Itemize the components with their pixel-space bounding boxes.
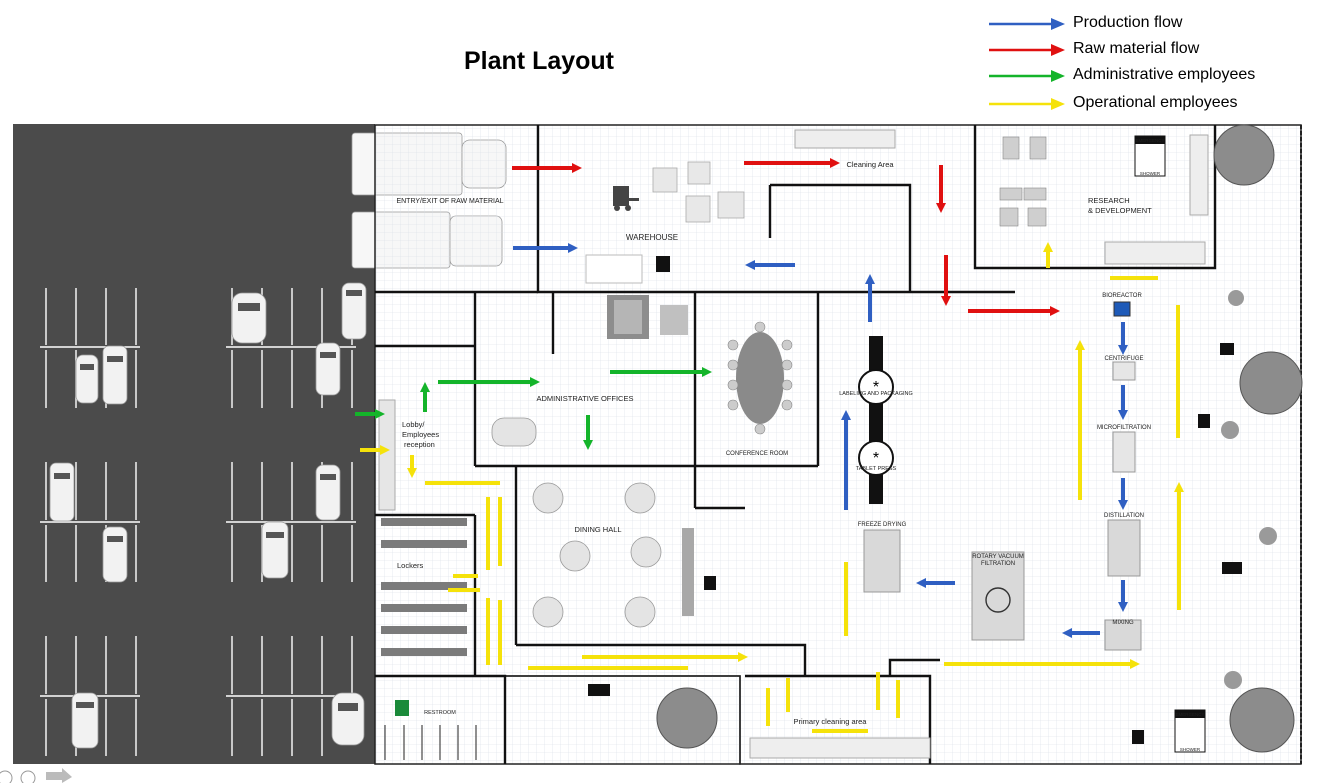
label-reception: reception bbox=[404, 440, 435, 449]
parking-lot bbox=[13, 124, 375, 764]
label-filtration: FILTRATION bbox=[981, 561, 1015, 567]
centrifuge-unit bbox=[1112, 361, 1136, 381]
admin-flow-arrows bbox=[355, 367, 712, 450]
mixing-tank bbox=[1104, 619, 1142, 651]
arrow-icon bbox=[989, 98, 1065, 110]
svg-text:*: * bbox=[873, 379, 879, 396]
label-freeze-drying: FREEZE DRYING bbox=[858, 522, 907, 528]
restroom-sign-icon bbox=[395, 700, 409, 716]
legend: Production flow Raw material flow Admini… bbox=[985, 10, 1305, 120]
legend-label: Raw material flow bbox=[1073, 40, 1200, 57]
label-dining-hall: DINING HALL bbox=[574, 525, 621, 534]
rotary-vacuum-filter bbox=[971, 551, 1025, 641]
raw-material-flow-arrows bbox=[512, 158, 1060, 316]
tree-icon bbox=[1221, 290, 1277, 689]
label-tablet-press: TABLET PRESS bbox=[856, 466, 897, 472]
legend-label: Administrative employees bbox=[1073, 66, 1256, 83]
equipment-cabinet bbox=[682, 528, 694, 616]
arrow-icon bbox=[989, 44, 1065, 56]
label-microfiltration: MICROFILTRATION bbox=[1097, 425, 1151, 431]
office-desk bbox=[660, 305, 688, 335]
conference-table bbox=[736, 332, 784, 424]
warehouse-shelf bbox=[585, 254, 643, 284]
label-admin-offices: ADMINISTRATIVE OFFICES bbox=[537, 394, 634, 403]
fire-extinguisher-icon bbox=[656, 256, 1234, 744]
forklift-icon bbox=[613, 186, 639, 211]
zoom-icon[interactable] bbox=[0, 770, 13, 783]
label-emergency: EMERGENCY bbox=[1175, 712, 1204, 717]
next-arrow-icon[interactable] bbox=[46, 768, 72, 783]
label-emergency: EMERGENCY bbox=[1135, 138, 1164, 143]
legend-label: Production flow bbox=[1073, 14, 1183, 31]
freeze-dryer bbox=[863, 529, 901, 593]
label-entry-exit: ENTRY/EXIT OF RAW MATERIAL bbox=[396, 198, 503, 205]
label-restroom: RESTROOM bbox=[424, 710, 456, 716]
operational-flow-arrows bbox=[360, 242, 1184, 733]
label-distillation: DISTILLATION bbox=[1104, 513, 1144, 519]
label-shower: SHOWER bbox=[1180, 747, 1201, 752]
arrow-icon bbox=[989, 18, 1065, 30]
page-title: Plant Layout bbox=[464, 47, 615, 75]
label-warehouse: WAREHOUSE bbox=[626, 233, 678, 242]
label-lobby: Lobby/ bbox=[402, 420, 425, 429]
distillation-column bbox=[1107, 519, 1141, 577]
bioreactor-unit bbox=[1113, 301, 1131, 317]
label-shower: SHOWER bbox=[1140, 171, 1161, 176]
label-mixing: MIXING bbox=[1112, 620, 1134, 626]
label-rotary-vacuum: ROTARY VACUUM bbox=[972, 554, 1024, 560]
label-conference-room: CONFERENCE ROOM bbox=[726, 451, 788, 457]
legend-item-operational: Operational employees bbox=[985, 92, 1305, 116]
exit-sign-icon bbox=[588, 276, 1242, 696]
label-labeling: LABELING AND PACKAGING bbox=[839, 391, 913, 397]
label-bioreactor: BIOREACTOR bbox=[1102, 293, 1142, 299]
legend-item-production: Production flow bbox=[985, 12, 1305, 36]
lobby-bench bbox=[378, 399, 396, 511]
cleaning-counter bbox=[749, 737, 931, 759]
box-icon bbox=[652, 161, 745, 223]
label-primary-cleaning: Primary cleaning area bbox=[794, 717, 868, 726]
more-icon[interactable] bbox=[20, 770, 36, 783]
legend-item-admin: Administrative employees bbox=[985, 64, 1305, 88]
lab-bench bbox=[1189, 134, 1209, 216]
svg-text:*: * bbox=[873, 450, 879, 467]
labeling-conveyor bbox=[869, 336, 883, 504]
lab-fixtures bbox=[999, 136, 1047, 227]
chair-icon bbox=[727, 321, 793, 435]
label-centrifuge: CENTRIFUGE bbox=[1105, 356, 1144, 362]
label-cleaning-area: Cleaning Area bbox=[846, 160, 894, 169]
legend-item-raw-material: Raw material flow bbox=[985, 38, 1305, 62]
label-employees: Employees bbox=[402, 430, 439, 439]
locker-bench bbox=[381, 518, 467, 656]
restroom-stalls bbox=[384, 725, 477, 760]
car-windows bbox=[54, 290, 362, 711]
table-icon bbox=[491, 417, 662, 628]
label-development: & DEVELOPMENT bbox=[1088, 206, 1152, 215]
cleaning-counter bbox=[794, 129, 896, 149]
label-lockers: Lockers bbox=[397, 561, 424, 570]
lab-bench bbox=[1104, 241, 1206, 265]
walls bbox=[375, 125, 1217, 764]
tree-icon bbox=[656, 124, 1303, 753]
arrow-icon bbox=[989, 70, 1065, 82]
production-flow-arrows bbox=[513, 243, 1128, 638]
labeling-machine bbox=[858, 369, 894, 405]
label-research: RESEARCH bbox=[1088, 196, 1130, 205]
emergency-shower-icon bbox=[1134, 135, 1206, 753]
microfiltration-unit bbox=[1112, 431, 1136, 473]
legend-label: Operational employees bbox=[1073, 94, 1238, 111]
tablet-press-machine bbox=[858, 440, 894, 476]
slide-controls[interactable] bbox=[0, 766, 80, 783]
